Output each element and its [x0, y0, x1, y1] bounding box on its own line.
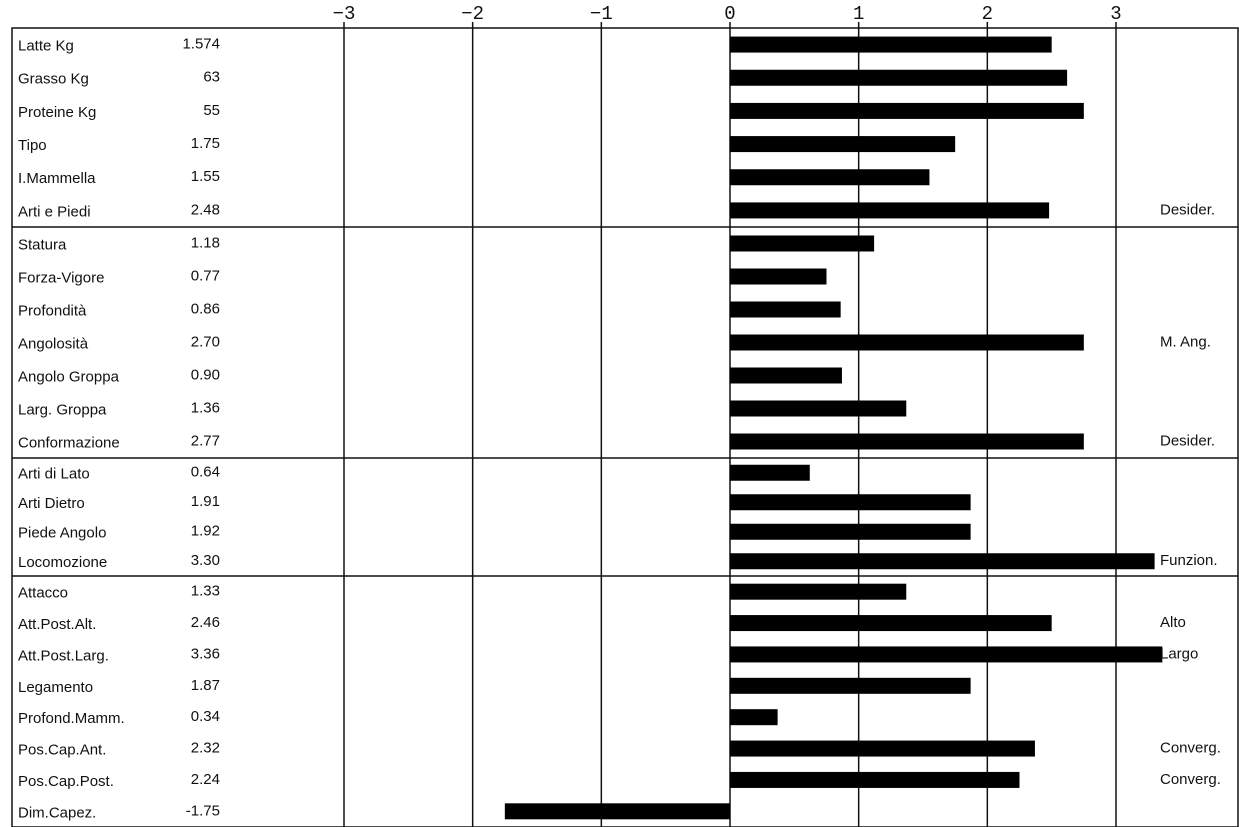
row-label: Dim.Capez. — [18, 804, 96, 821]
row-label: Angolosità — [18, 335, 89, 352]
row-figure: 2.46 — [191, 614, 220, 631]
x-tick-label: −3 — [333, 3, 356, 25]
row-figure: 1.75 — [191, 135, 220, 152]
frame — [11, 27, 1239, 827]
row-label: Tipo — [18, 137, 47, 154]
row-label: Proteine Kg — [18, 104, 96, 121]
bar — [730, 102, 1084, 119]
row-label: Locomozione — [18, 554, 107, 571]
row-figure: 1.92 — [191, 523, 220, 540]
row-figure: 3.36 — [191, 645, 220, 662]
row-label: Latte Kg — [18, 38, 74, 55]
bar — [730, 771, 1020, 788]
bar — [730, 523, 971, 540]
row-figure: 0.86 — [191, 300, 220, 317]
row-label: Arti Dietro — [18, 495, 85, 512]
row-figure: 2.48 — [191, 201, 220, 218]
row-label: Att.Post.Larg. — [18, 647, 109, 664]
row-figure: 55 — [203, 102, 220, 119]
bar — [730, 400, 907, 417]
row-label: Attacco — [18, 585, 68, 602]
row-figure: 1.91 — [191, 493, 220, 510]
bar — [730, 235, 875, 252]
row-figure: 1.87 — [191, 677, 220, 694]
row-label: Conformazione — [18, 434, 120, 451]
row-label: Pos.Cap.Post. — [18, 773, 114, 790]
row-figure: 2.77 — [191, 432, 220, 449]
x-tick-label: 2 — [982, 3, 993, 25]
bar — [730, 553, 1155, 570]
bar — [730, 301, 841, 318]
row-label: Forza-Vigore — [18, 269, 104, 286]
row-figure: 2.70 — [191, 333, 220, 350]
row-label: Profond.Mamm. — [18, 710, 125, 727]
bar — [504, 803, 730, 820]
row-label: Pos.Cap.Ant. — [18, 742, 106, 759]
bar — [730, 464, 810, 481]
bar — [730, 36, 1052, 53]
row-figure: 0.90 — [191, 366, 220, 383]
row-figure: 1.18 — [191, 234, 220, 251]
bar — [730, 646, 1163, 663]
row-figure: 1.55 — [191, 168, 220, 185]
bar — [730, 433, 1084, 450]
x-tick-label: 0 — [724, 3, 735, 25]
row-note: Funzion. — [1160, 552, 1218, 569]
row-figure: 0.77 — [191, 267, 220, 284]
row-note: Desider. — [1160, 432, 1215, 449]
row-note: Largo — [1160, 645, 1198, 662]
row-note: Desider. — [1160, 201, 1215, 218]
x-tick-label: −1 — [590, 3, 613, 25]
row-label: Larg. Groppa — [18, 401, 107, 418]
bar — [730, 709, 778, 726]
x-tick-label: 3 — [1110, 3, 1121, 25]
row-label: Grasso Kg — [18, 71, 89, 88]
bar — [730, 334, 1084, 351]
bar — [730, 268, 827, 285]
row-figure: 3.30 — [191, 552, 220, 569]
row-figure: 0.34 — [191, 708, 220, 725]
row-label: Angolo Groppa — [18, 368, 120, 385]
bar — [730, 615, 1052, 632]
row-note: Converg. — [1160, 771, 1221, 788]
row-label: Profondità — [18, 302, 87, 319]
row-note: Alto — [1160, 614, 1186, 631]
row-figure: 1.574 — [182, 36, 220, 53]
row-figure: 0.64 — [191, 464, 220, 481]
x-tick-label: 1 — [853, 3, 864, 25]
row-figure: 1.36 — [191, 399, 220, 416]
bar — [730, 677, 971, 694]
row-label: Piede Angolo — [18, 525, 106, 542]
x-tick-label: −2 — [461, 3, 484, 25]
row-note: M. Ang. — [1160, 333, 1211, 350]
row-label: Statura — [18, 236, 67, 253]
bar — [730, 740, 1035, 757]
row-label: Arti di Lato — [18, 466, 90, 483]
row-label: Arti e Piedi — [18, 203, 91, 220]
bar — [730, 69, 1068, 86]
bar — [730, 583, 907, 600]
row-figure: 2.32 — [191, 740, 220, 757]
bar — [730, 202, 1050, 219]
row-label: Att.Post.Alt. — [18, 616, 96, 633]
bar — [730, 367, 842, 384]
row-figure: 63 — [203, 69, 220, 86]
row-label: Legamento — [18, 679, 93, 696]
bar — [730, 494, 971, 511]
row-figure: 2.24 — [191, 771, 220, 788]
row-note: Converg. — [1160, 740, 1221, 757]
row-figure: 1.33 — [191, 583, 220, 600]
bar — [730, 136, 956, 153]
bar — [730, 169, 930, 186]
row-label: I.Mammella — [18, 170, 96, 187]
row-figure: -1.75 — [186, 802, 220, 819]
